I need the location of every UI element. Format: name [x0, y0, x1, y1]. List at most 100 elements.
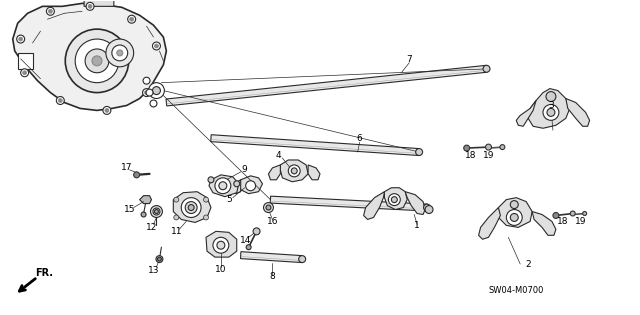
Circle shape [92, 56, 102, 66]
Circle shape [154, 209, 159, 214]
Circle shape [134, 172, 140, 178]
Text: 10: 10 [215, 266, 227, 274]
Circle shape [510, 201, 518, 209]
Circle shape [174, 215, 179, 220]
Polygon shape [18, 53, 33, 69]
Polygon shape [268, 165, 280, 180]
Polygon shape [528, 89, 570, 128]
Circle shape [143, 89, 150, 96]
Polygon shape [84, 0, 114, 6]
Circle shape [553, 213, 559, 219]
Circle shape [106, 39, 134, 67]
Circle shape [49, 9, 52, 13]
Circle shape [112, 45, 128, 61]
Text: 18: 18 [557, 217, 568, 226]
Text: FR.: FR. [35, 268, 54, 278]
Polygon shape [140, 196, 152, 203]
Polygon shape [532, 211, 556, 235]
Text: 5: 5 [226, 195, 232, 204]
Circle shape [117, 50, 123, 56]
Circle shape [547, 108, 555, 116]
Text: 7: 7 [406, 55, 412, 64]
Circle shape [148, 83, 164, 99]
Polygon shape [13, 3, 166, 111]
Circle shape [291, 168, 297, 174]
Text: SW04-M0700: SW04-M0700 [488, 286, 544, 295]
Circle shape [19, 37, 22, 41]
Circle shape [154, 44, 159, 48]
Polygon shape [270, 196, 428, 211]
Circle shape [500, 145, 505, 150]
Circle shape [143, 77, 150, 84]
Polygon shape [166, 65, 487, 106]
Circle shape [141, 212, 146, 217]
Polygon shape [211, 135, 419, 156]
Circle shape [86, 3, 94, 10]
Text: 14: 14 [240, 236, 252, 245]
Circle shape [152, 42, 161, 50]
Circle shape [217, 241, 225, 249]
Circle shape [150, 100, 157, 107]
Circle shape [415, 149, 422, 156]
Circle shape [128, 15, 136, 23]
Circle shape [150, 206, 163, 217]
Polygon shape [280, 160, 308, 182]
Polygon shape [241, 252, 302, 263]
Circle shape [85, 49, 109, 73]
Circle shape [20, 69, 29, 77]
Circle shape [246, 181, 255, 191]
Polygon shape [516, 100, 536, 126]
Circle shape [425, 206, 433, 214]
Circle shape [188, 204, 194, 210]
Circle shape [219, 182, 227, 190]
Polygon shape [209, 175, 239, 197]
Circle shape [582, 211, 587, 215]
Circle shape [58, 99, 62, 102]
Circle shape [145, 91, 148, 94]
Circle shape [56, 96, 64, 105]
Text: 2: 2 [525, 260, 531, 269]
Circle shape [17, 35, 24, 43]
Polygon shape [405, 192, 425, 215]
Circle shape [181, 198, 201, 217]
Circle shape [246, 245, 251, 250]
Text: 6: 6 [356, 134, 362, 143]
Circle shape [483, 65, 490, 72]
Text: 15: 15 [124, 205, 136, 214]
Circle shape [153, 208, 160, 215]
Polygon shape [232, 180, 241, 194]
Polygon shape [479, 208, 500, 239]
Circle shape [146, 89, 153, 96]
Circle shape [174, 197, 179, 202]
Circle shape [464, 145, 470, 151]
Text: 18: 18 [465, 151, 476, 159]
Text: 16: 16 [267, 217, 278, 226]
Polygon shape [499, 198, 532, 227]
Circle shape [204, 197, 209, 202]
Circle shape [75, 39, 119, 83]
Text: 9: 9 [242, 165, 248, 175]
Text: 12: 12 [146, 223, 157, 232]
Circle shape [392, 197, 397, 203]
Circle shape [103, 106, 111, 114]
Circle shape [506, 209, 522, 226]
Circle shape [88, 4, 92, 8]
Polygon shape [385, 188, 407, 209]
Circle shape [388, 194, 400, 206]
Circle shape [185, 202, 197, 214]
Text: 8: 8 [269, 272, 275, 281]
Circle shape [266, 205, 271, 210]
Polygon shape [173, 192, 211, 222]
Polygon shape [364, 192, 385, 220]
Polygon shape [566, 99, 589, 126]
Text: 19: 19 [483, 151, 494, 159]
Text: 17: 17 [121, 163, 132, 172]
Circle shape [204, 215, 209, 220]
Circle shape [208, 177, 214, 183]
Text: 4: 4 [276, 151, 281, 159]
Circle shape [570, 211, 575, 216]
Circle shape [486, 144, 492, 150]
Circle shape [546, 92, 556, 101]
Circle shape [543, 105, 559, 120]
Circle shape [157, 257, 161, 261]
